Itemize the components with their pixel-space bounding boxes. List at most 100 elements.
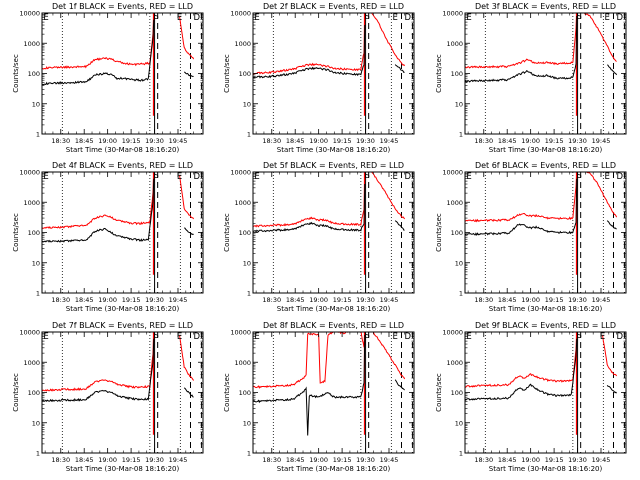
y-tick-label: 10 [32,259,40,267]
end-marker-label: E [393,332,398,342]
x-tick-label: 18:30 [262,296,281,304]
y-tick-label: 1000 [234,40,251,48]
plot-frame [252,331,415,454]
left-edge-marker-label: E [43,172,48,182]
y-tick-label: 100 [451,70,463,78]
events-series-line-post [394,64,405,73]
detector-panel-4: Det 4f BLACK = Events, RED = LLD 1 10 100 10… [12,161,204,313]
lld-series-line [253,13,366,75]
y-axis-label: Counts/sec [12,373,20,412]
y-tick-label: 10000 [442,329,463,337]
x-tick-label: 18:45 [286,296,305,304]
events-series-line-post [183,387,194,398]
y-tick-label: 100 [28,229,40,237]
x-tick-label: 18:30 [262,137,281,145]
events-series-line [465,338,578,401]
decay-marker-label: D [193,13,200,23]
lld-series-line [465,13,578,69]
y-tick-label: 10000 [442,10,463,18]
x-tick-label: 18:45 [286,456,305,464]
y-axis-label: Counts/sec [223,213,231,252]
lld-series-line-post [602,335,618,377]
x-axis-label: Start Time (30-Mar-08 18:16:20) [489,465,603,473]
x-tick-label: 19:45 [169,296,188,304]
lld-series-line [42,13,155,70]
lld-series-line [253,172,366,228]
y-tick-label: 1 [247,450,251,458]
detector-panel-8: Det 8f BLACK = Events, RED = LLD 1 10 100 10… [223,321,415,473]
end-marker-label: E [177,172,182,182]
x-tick-label: 19:45 [169,456,188,464]
x-tick-label: 18:45 [75,137,94,145]
events-series-line [42,338,155,403]
y-tick-label: 10000 [230,10,251,18]
y-tick-label: 1000 [23,40,40,48]
x-tick-label: 19:00 [309,137,328,145]
x-tick-label: 18:30 [474,296,493,304]
start-marker-label: S [576,12,581,22]
lld-series-line-post [371,13,406,67]
y-tick-label: 10000 [19,329,40,337]
y-tick-label: 10000 [19,10,40,18]
x-axis-label: Start Time (30-Mar-08 18:16:20) [277,146,391,154]
y-axis-label: Counts/sec [223,54,231,93]
left-edge-marker-label: E [466,172,471,182]
panel-title: Det 9f BLACK = Events, RED = LLD [475,321,616,330]
x-tick-label: 18:45 [286,137,305,145]
y-axis-label: Counts/sec [223,373,231,412]
y-tick-label: 10 [32,419,40,427]
y-tick-label: 10000 [230,169,251,177]
x-axis-label: Start Time (30-Mar-08 18:16:20) [66,305,180,313]
y-tick-label: 1000 [446,359,463,367]
x-axis-label: Start Time (30-Mar-08 18:16:20) [489,146,603,154]
events-series-line [42,178,155,243]
events-series-line [253,334,366,436]
events-series-line [465,178,578,236]
start-marker-label: S [364,12,369,22]
x-axis-label: Start Time (30-Mar-08 18:16:20) [277,465,391,473]
events-series-line-post [394,220,405,231]
x-tick-label: 19:00 [309,296,328,304]
events-series-line-post [606,384,617,394]
start-marker-label: S [364,331,369,341]
x-tick-label: 19:30 [356,456,375,464]
y-axis-label: Counts/sec [12,213,20,252]
panel-title: Det 3f BLACK = Events, RED = LLD [475,2,616,11]
x-tick-label: 18:45 [75,456,94,464]
lld-series-line-post [371,172,406,220]
plot-frame [41,171,204,294]
x-tick-label: 19:45 [380,137,399,145]
x-tick-label: 19:00 [521,296,540,304]
x-tick-label: 19:45 [592,456,611,464]
events-series-line-post [394,379,405,391]
x-tick-label: 19:00 [98,137,117,145]
x-tick-label: 19:15 [333,137,352,145]
x-tick-label: 19:00 [309,456,328,464]
x-tick-label: 19:15 [545,137,564,145]
y-tick-label: 100 [451,389,463,397]
y-tick-label: 1000 [446,199,463,207]
end-marker-label: E [177,13,182,23]
x-tick-label: 19:15 [333,296,352,304]
x-tick-label: 19:15 [545,296,564,304]
y-tick-label: 1 [247,290,251,298]
lld-series-line [465,172,578,223]
x-tick-label: 18:30 [51,296,70,304]
panel-title: Det 2f BLACK = Events, RED = LLD [263,2,404,11]
panel-title: Det 6f BLACK = Events, RED = LLD [475,161,616,170]
lld-series-line-post [585,172,618,218]
y-tick-label: 100 [239,70,251,78]
x-tick-label: 19:00 [521,456,540,464]
x-tick-label: 19:15 [122,456,141,464]
start-marker-label: S [576,331,581,341]
x-tick-label: 18:30 [51,456,70,464]
left-edge-marker-label: E [254,172,259,182]
x-tick-label: 19:30 [145,296,164,304]
decay-marker-label: D [616,13,623,23]
y-tick-label: 10 [455,259,463,267]
y-axis-label: Counts/sec [435,213,443,252]
x-tick-label: 19:30 [568,137,587,145]
y-tick-label: 10 [32,100,40,108]
y-tick-label: 1000 [23,199,40,207]
detector-panel-9: Det 9f BLACK = Events, RED = LLD 1 10 100 10… [435,321,627,473]
